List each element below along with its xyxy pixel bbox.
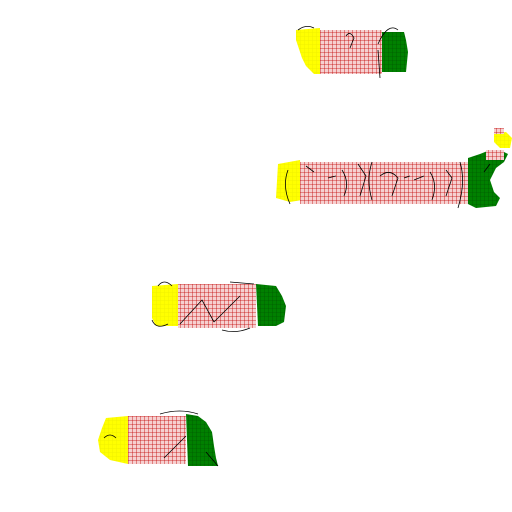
yellow-patch <box>494 132 512 148</box>
red-grid-region <box>128 416 186 464</box>
red-grid-patch <box>486 150 504 160</box>
red-grid-region <box>178 284 256 328</box>
handwriting-group-3 <box>151 281 286 332</box>
red-grid-region <box>300 162 470 204</box>
green-region <box>382 32 408 72</box>
red-grid-region <box>320 30 382 74</box>
green-region <box>186 414 218 466</box>
ink-stroke <box>151 281 255 332</box>
handwriting-group-1 <box>296 26 408 79</box>
ink-stroke <box>297 26 399 79</box>
green-region <box>256 284 286 326</box>
ink-stroke <box>285 161 491 209</box>
yellow-region <box>276 160 302 202</box>
green-region <box>468 150 508 208</box>
red-grid-patch <box>494 128 504 134</box>
ink-stroke <box>103 410 219 467</box>
handwriting-group-4 <box>98 410 219 467</box>
yellow-region <box>152 284 178 326</box>
yellow-region <box>296 28 326 74</box>
handwriting-group-2 <box>276 128 512 209</box>
yellow-region <box>98 416 128 464</box>
